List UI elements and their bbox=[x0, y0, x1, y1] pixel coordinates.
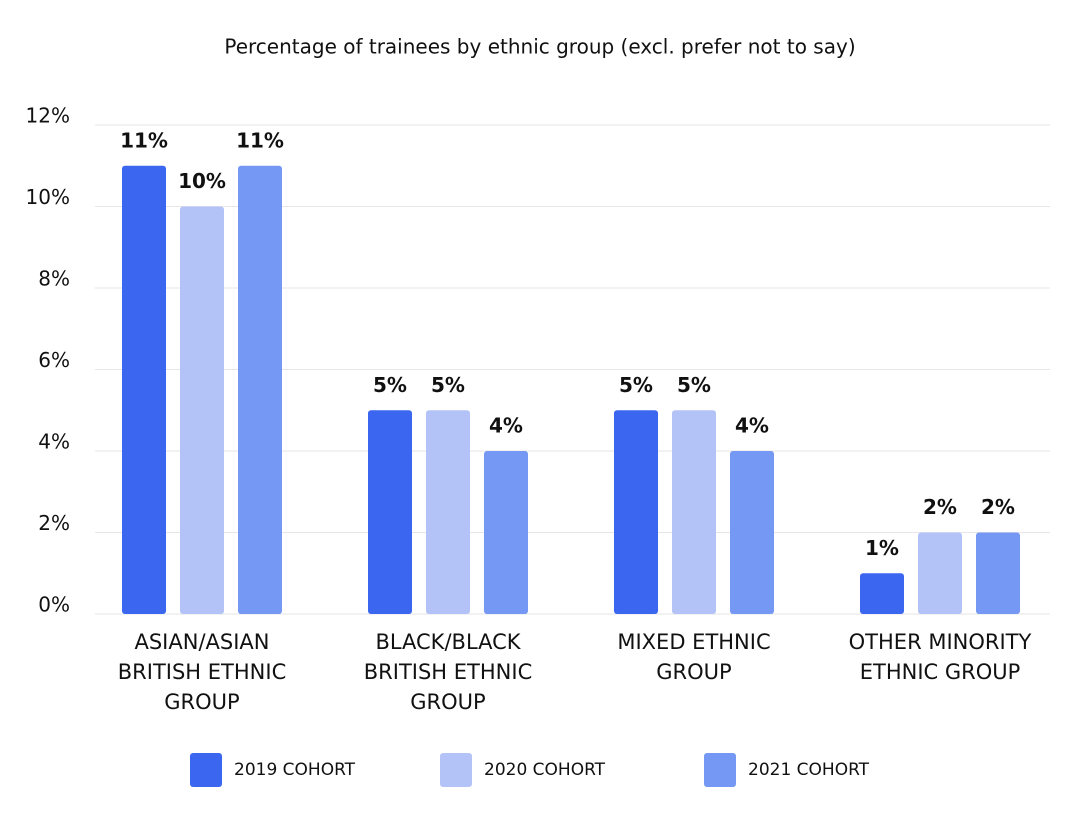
bar bbox=[426, 410, 470, 614]
value-label: 4% bbox=[489, 414, 523, 438]
value-label: 5% bbox=[431, 373, 465, 397]
y-tick-label: 10% bbox=[26, 185, 70, 209]
bar bbox=[484, 451, 528, 614]
value-label: 5% bbox=[677, 373, 711, 397]
y-tick-label: 8% bbox=[38, 267, 70, 291]
value-label: 11% bbox=[120, 128, 168, 152]
value-label: 10% bbox=[178, 169, 226, 193]
legend-label: 2021 COHORT bbox=[748, 760, 870, 780]
y-tick-label: 12% bbox=[26, 104, 70, 128]
x-tick-label: MIXED ETHNIC GROUP bbox=[617, 630, 771, 684]
value-label: 5% bbox=[373, 373, 407, 397]
chart-title: Percentage of trainees by ethnic group (… bbox=[224, 35, 855, 59]
x-tick-label: BLACK/BLACK BRITISH ETHNIC GROUP bbox=[363, 630, 533, 714]
legend-swatch bbox=[704, 753, 736, 787]
bar bbox=[238, 165, 282, 614]
x-tick-label: OTHER MINORITY ETHNIC GROUP bbox=[848, 630, 1032, 684]
legend-label: 2019 COHORT bbox=[234, 760, 356, 780]
bar bbox=[976, 532, 1020, 614]
y-tick-label: 6% bbox=[38, 348, 70, 372]
value-label: 2% bbox=[981, 495, 1015, 519]
bar bbox=[918, 532, 962, 614]
bar bbox=[180, 206, 224, 614]
y-tick-label: 4% bbox=[38, 430, 70, 454]
y-tick-label: 2% bbox=[38, 511, 70, 535]
legend-swatch bbox=[190, 753, 222, 787]
value-label: 1% bbox=[865, 536, 899, 560]
y-tick-label: 0% bbox=[38, 593, 70, 617]
bar bbox=[860, 573, 904, 614]
bar bbox=[672, 410, 716, 614]
bar bbox=[730, 451, 774, 614]
legend-swatch bbox=[440, 753, 472, 787]
value-label: 2% bbox=[923, 495, 957, 519]
bar bbox=[122, 165, 166, 614]
bar bbox=[368, 410, 412, 614]
value-label: 4% bbox=[735, 414, 769, 438]
x-tick-label: ASIAN/ASIAN BRITISH ETHNIC GROUP bbox=[117, 630, 287, 714]
value-label: 5% bbox=[619, 373, 653, 397]
legend-label: 2020 COHORT bbox=[484, 760, 606, 780]
value-label: 11% bbox=[236, 128, 284, 152]
bar bbox=[614, 410, 658, 614]
